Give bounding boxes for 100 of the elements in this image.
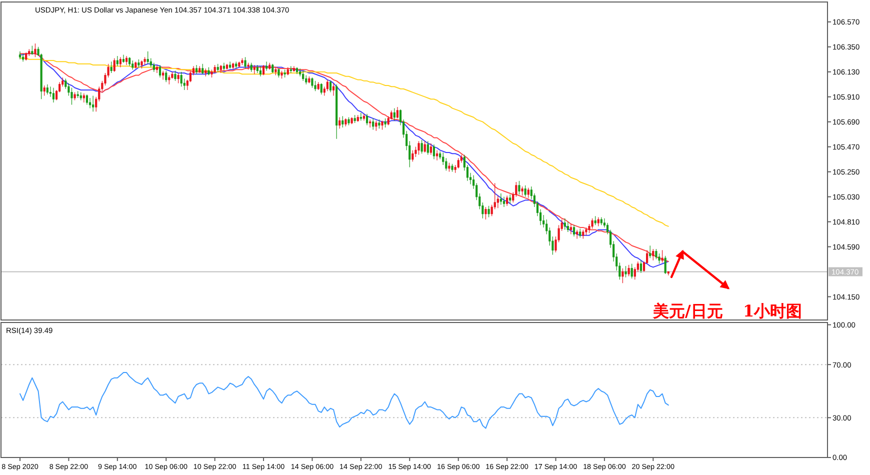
candlestick (86, 94, 88, 106)
candlestick (509, 194, 512, 204)
candlestick (272, 64, 274, 74)
candlestick (332, 82, 335, 96)
candlestick (204, 68, 207, 77)
candlestick (274, 67, 277, 76)
candlestick (426, 140, 429, 156)
candlestick (256, 64, 258, 74)
candlestick (305, 74, 308, 85)
candlestick (326, 80, 328, 92)
candlestick (412, 150, 414, 162)
candlestick (418, 140, 420, 156)
candlestick (457, 158, 460, 169)
candlestick (70, 87, 73, 106)
candlestick (658, 253, 660, 264)
candlestick (448, 162, 450, 172)
candlestick (329, 80, 332, 93)
candlestick (25, 52, 28, 61)
candlestick (278, 68, 280, 78)
candlestick (348, 116, 350, 126)
candlestick (202, 64, 204, 74)
candlestick (177, 72, 180, 84)
candlestick (600, 216, 602, 226)
candlestick (661, 250, 664, 263)
candlestick (597, 216, 600, 227)
candlestick (80, 92, 82, 101)
candlestick (174, 70, 176, 82)
candlestick (360, 112, 362, 121)
candlestick (500, 193, 502, 206)
candlestick (196, 64, 198, 74)
candlestick (158, 64, 162, 78)
candlestick (134, 61, 137, 69)
candlestick (432, 144, 436, 160)
candlestick (165, 70, 168, 82)
candlestick (266, 61, 268, 72)
candlestick (384, 118, 386, 128)
candlestick (564, 218, 566, 230)
candlestick (436, 150, 438, 161)
candlestick (280, 70, 283, 79)
candlestick (502, 196, 506, 208)
candlestick (74, 92, 76, 101)
candlestick (488, 206, 490, 218)
candlestick (320, 82, 322, 95)
candlestick (144, 56, 146, 66)
candlestick (296, 67, 298, 74)
candlestick (336, 84, 338, 140)
candlestick (640, 260, 642, 274)
candlestick (344, 118, 347, 127)
candlestick (180, 72, 182, 87)
candlestick (152, 62, 155, 72)
candlestick (624, 266, 627, 278)
candlestick (18, 51, 22, 60)
candlestick (356, 114, 359, 122)
candlestick (570, 224, 572, 235)
candlestick (284, 69, 286, 78)
line-series (20, 58, 669, 227)
candlestick (162, 70, 164, 80)
candlestick (122, 54, 125, 64)
candlestick (52, 87, 55, 103)
candlestick (216, 64, 219, 72)
candlestick (168, 74, 170, 85)
line-series (20, 372, 669, 429)
candlestick (92, 95, 94, 112)
candlestick (366, 114, 368, 126)
candlestick (655, 248, 658, 260)
candlestick (393, 108, 396, 121)
candlestick (314, 80, 316, 92)
candlestick (381, 120, 384, 130)
candlestick (521, 186, 524, 196)
candlestick (43, 85, 46, 96)
candlestick (253, 64, 256, 74)
candlestick (652, 248, 654, 261)
candlestick (649, 245, 652, 258)
candlestick (308, 76, 310, 84)
candlestick (518, 180, 520, 195)
candlestick (594, 216, 596, 226)
candlestick (572, 224, 576, 237)
candlestick (138, 59, 140, 68)
candlestick (156, 64, 158, 74)
candlestick (128, 56, 131, 66)
candlestick (31, 45, 34, 56)
candlestick (146, 51, 149, 64)
candlestick (372, 118, 374, 130)
candlestick (420, 140, 423, 154)
candlestick (34, 43, 36, 58)
candlestick (576, 229, 578, 240)
candlestick (350, 116, 353, 124)
candlestick (247, 62, 250, 70)
candlestick (132, 60, 134, 70)
candlestick (110, 61, 112, 74)
candlestick (235, 61, 238, 69)
candlestick (524, 185, 526, 198)
candlestick (378, 119, 380, 129)
candlestick (88, 98, 92, 108)
candlestick (622, 268, 624, 284)
candlestick (226, 64, 228, 70)
candlestick (292, 66, 296, 72)
candlestick (369, 119, 372, 128)
candlestick (22, 53, 24, 62)
candlestick (208, 67, 210, 76)
